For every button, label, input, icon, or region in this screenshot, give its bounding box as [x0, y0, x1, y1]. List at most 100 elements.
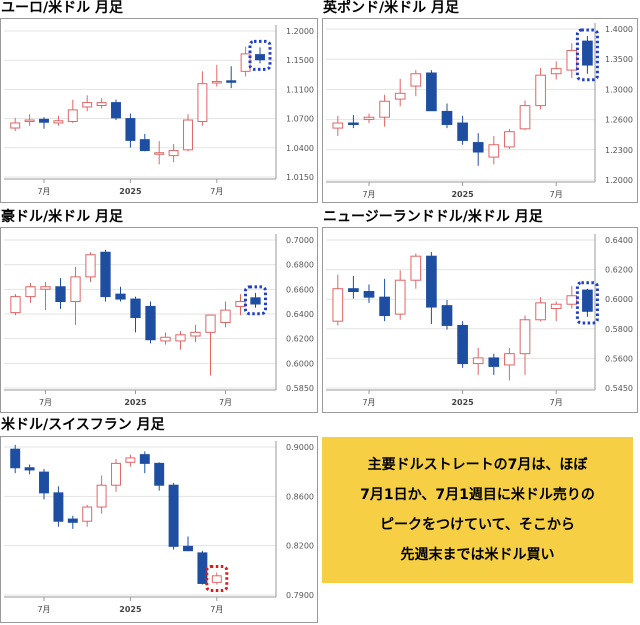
chart-title-gbpusd: 英ポンド/米ドル 月足 — [323, 0, 459, 16]
candle-body-up — [96, 484, 107, 508]
y-tick-label: 1.2300 — [605, 146, 633, 155]
candle-body-up — [235, 301, 246, 307]
candle — [255, 47, 265, 64]
candle-body-up — [25, 286, 36, 298]
candle-body-down — [154, 462, 165, 486]
candle — [410, 70, 422, 97]
y-tick-label: 1.1100 — [286, 85, 314, 94]
candle — [154, 141, 165, 165]
candle — [96, 475, 107, 514]
y-tick-label: 1.3000 — [605, 85, 633, 94]
candle-body-down — [488, 357, 500, 367]
chart-gbpusd: 1.4000 1.3500 1.3000 1.2600 1.2300 1.2000 7月 20… — [322, 18, 638, 203]
candle-body-up — [175, 334, 186, 342]
y-tick-label: 0.7900 — [286, 591, 314, 600]
x-tick-label: 2025 — [451, 190, 474, 199]
candle-body-up — [535, 302, 546, 321]
x-tick-label: 7月 — [362, 190, 375, 199]
candle — [139, 451, 150, 474]
candle — [82, 504, 93, 527]
candle-body-down — [348, 288, 359, 293]
candle-body-up — [96, 102, 107, 106]
chart-eurusd: 1.2000 1.1500 1.1100 1.0700 1.0400 1.0150 7月 20… — [0, 18, 318, 203]
candle — [379, 94, 390, 127]
candle-body-up — [160, 336, 171, 342]
y-tick-label: 1.0400 — [286, 144, 314, 153]
candle — [96, 98, 107, 109]
candle-body-down — [183, 545, 193, 552]
chart-svg-gbpusd: 1.4000 1.3500 1.3000 1.2600 1.2300 1.2000 7月 20… — [326, 23, 633, 199]
candle — [226, 66, 237, 89]
candle-body-up — [205, 314, 216, 333]
candle-body-up — [67, 109, 78, 122]
x-tick-label: 7月 — [39, 398, 52, 407]
x-tick-label: 7月 — [550, 190, 563, 199]
chart-svg-audusd: 0.7000 0.6800 0.6600 0.6400 0.6200 0.6000 0.58… — [4, 234, 314, 407]
candle — [394, 78, 406, 107]
candle — [39, 117, 49, 129]
candle — [67, 515, 78, 529]
candle — [488, 353, 500, 375]
candle — [154, 462, 165, 491]
candle — [115, 286, 126, 302]
candle — [457, 115, 468, 145]
candle — [82, 95, 93, 112]
candle — [85, 252, 96, 282]
candle-body-up — [154, 152, 165, 155]
y-tick-label: 0.6000 — [286, 359, 314, 368]
candle-body-up — [488, 144, 500, 158]
candle-body-up — [190, 331, 201, 337]
summary-note-line: ピークをつけていて、そこから — [380, 517, 575, 533]
candle-body-down — [457, 324, 468, 365]
y-tick-label: 1.2600 — [605, 116, 633, 125]
y-tick-label: 0.6400 — [286, 310, 314, 319]
candle-body-down — [55, 286, 66, 303]
candle — [250, 292, 261, 308]
candle — [53, 486, 64, 527]
x-tick-label: 7月 — [210, 187, 223, 196]
candle — [139, 133, 150, 152]
candle-body-down — [426, 255, 437, 308]
x-tick-label: 7月 — [362, 398, 375, 407]
highlight-marker — [575, 281, 599, 325]
candle-body-up — [472, 357, 484, 365]
candle-body-down — [139, 139, 150, 152]
candle — [519, 315, 531, 375]
candle-body-up — [535, 74, 546, 107]
y-tick-label: 1.3500 — [605, 55, 633, 64]
y-tick-label: 0.9000 — [286, 443, 314, 452]
candle-body-up — [332, 288, 344, 322]
candle — [40, 281, 51, 311]
candle-body-down — [441, 110, 453, 125]
candle-body-down — [24, 467, 35, 471]
candle-body-up — [70, 276, 81, 303]
candle — [426, 70, 437, 112]
candle — [410, 253, 422, 289]
candle — [457, 321, 468, 368]
y-tick-label: 0.5800 — [605, 325, 633, 334]
y-tick-label: 0.6200 — [605, 266, 633, 275]
candle-body-up — [519, 319, 531, 355]
candle-body-down — [255, 54, 265, 61]
highlight-marker — [575, 28, 599, 82]
candle — [197, 71, 208, 126]
candle — [394, 270, 406, 320]
candle-body-up — [10, 296, 21, 314]
candle — [535, 67, 546, 110]
candle-body-up — [111, 462, 121, 486]
candle — [70, 267, 81, 325]
y-tick-label: 0.6400 — [605, 236, 633, 245]
candle-body-down — [426, 72, 437, 112]
candle — [125, 113, 136, 148]
candle-body-down — [168, 484, 179, 547]
candle-body-down — [226, 80, 237, 83]
candle-body-down — [582, 40, 593, 66]
candle — [211, 64, 222, 87]
candle-body-down — [348, 122, 359, 126]
y-tick-label: 0.5850 — [286, 384, 314, 393]
x-tick-label: 7月 — [219, 398, 232, 407]
candle — [582, 288, 593, 317]
highlight-marker — [248, 39, 272, 71]
candle — [168, 483, 179, 550]
candle-body-down — [582, 289, 593, 312]
